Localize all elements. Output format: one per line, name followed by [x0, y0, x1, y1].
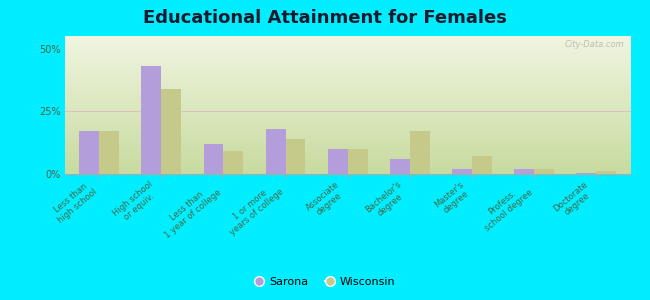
- Bar: [348, 149, 368, 174]
- Bar: [203, 144, 224, 174]
- Bar: [596, 172, 616, 174]
- Bar: [390, 159, 410, 174]
- Bar: [452, 169, 472, 174]
- Bar: [328, 149, 348, 174]
- Bar: [472, 156, 492, 174]
- Bar: [534, 169, 554, 174]
- Bar: [142, 66, 161, 174]
- Bar: [224, 152, 243, 174]
- Bar: [577, 173, 596, 174]
- Bar: [285, 139, 306, 174]
- Bar: [99, 131, 119, 174]
- Bar: [410, 131, 430, 174]
- Bar: [266, 129, 285, 174]
- Bar: [161, 89, 181, 174]
- Legend: Sarona, Wisconsin: Sarona, Wisconsin: [250, 273, 400, 291]
- Text: Educational Attainment for Females: Educational Attainment for Females: [143, 9, 507, 27]
- Text: City-Data.com: City-Data.com: [565, 40, 625, 49]
- Bar: [514, 169, 534, 174]
- Bar: [79, 131, 99, 174]
